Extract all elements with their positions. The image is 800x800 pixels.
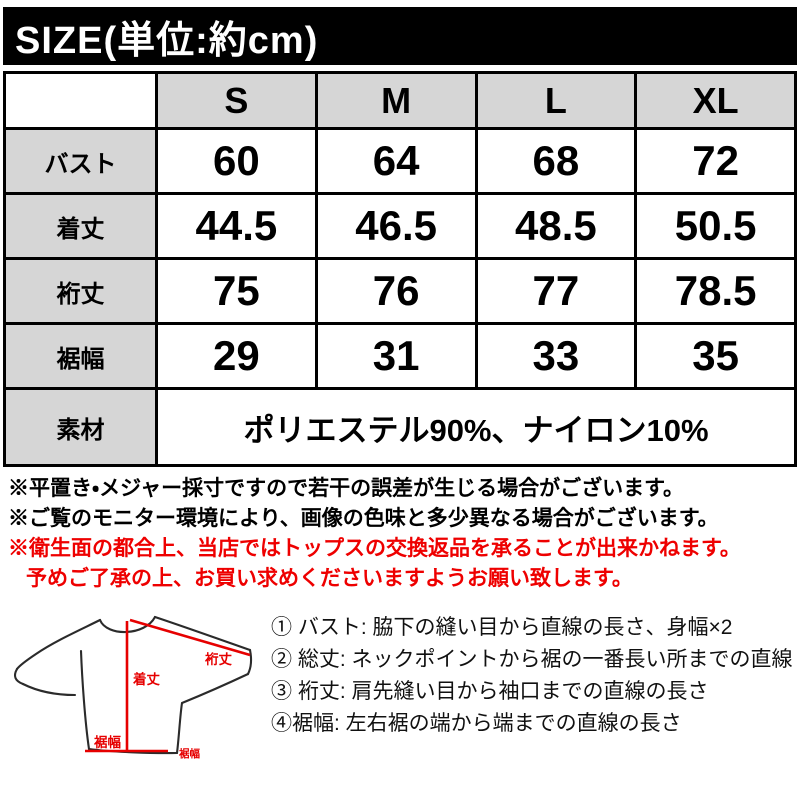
cell-bust-s: 60 xyxy=(155,127,318,195)
row-label-length: 着丈 xyxy=(3,192,158,260)
cell-sleeve-s: 75 xyxy=(155,257,318,325)
cell-hem-m: 31 xyxy=(314,322,478,390)
sleeve-length-label: 裄丈 xyxy=(205,651,232,667)
legend-item-bust: ① バスト: 脇下の縫い目から直線の長さ、身幅×2 xyxy=(271,616,733,639)
shirt-right-underseam xyxy=(180,672,250,705)
shirt-right-shoulder xyxy=(153,615,252,652)
row-label-material: 素材 xyxy=(3,387,158,467)
table-row-sleeve: 裄丈 75 76 77 78.5 xyxy=(3,257,797,325)
table-corner-cell xyxy=(3,71,158,130)
cell-sleeve-l: 77 xyxy=(474,257,638,325)
cell-sleeve-xl: 78.5 xyxy=(634,257,797,325)
legend-item-hem: ④裾幅: 左右裾の端から端までの直線の長さ xyxy=(271,712,682,735)
shirt-left-underseam xyxy=(21,682,77,697)
cell-bust-l: 68 xyxy=(474,127,638,195)
sleeve-length-line xyxy=(129,618,251,657)
cell-bust-m: 64 xyxy=(314,127,478,195)
garment-diagram: 裄丈 着丈 裾幅 裾幅 xyxy=(13,615,253,760)
cell-length-xl: 50.5 xyxy=(634,192,797,260)
note-monitor: ※ご覧のモニター環境により、画像の色味と多少異なる場合がございます。 xyxy=(8,507,719,530)
table-row-length: 着丈 44.5 46.5 48.5 50.5 xyxy=(3,192,797,260)
table-row-bust: バスト 60 64 68 72 xyxy=(3,127,797,195)
cell-material-value: ポリエステル90%、ナイロン10% xyxy=(155,387,797,467)
notes-block: ※平置き・メジャー採寸ですので若干の誤差が生じる場合がございます。 ※ご覧のモニ… xyxy=(8,474,741,594)
cell-length-l: 48.5 xyxy=(474,192,638,260)
size-header-l: L xyxy=(474,71,638,130)
cell-sleeve-m: 76 xyxy=(314,257,478,325)
size-header-s: S xyxy=(155,71,318,130)
shirt-right-cuff xyxy=(246,648,253,676)
measurement-legend: ① バスト: 脇下の縫い目から直線の長さ、身幅×2 ② 総丈: ネックポイントか… xyxy=(271,612,793,740)
shirt-left-cuff xyxy=(13,667,25,686)
shirt-right-body-side xyxy=(175,701,184,755)
table-row-material: 素材 ポリエステル90%、ナイロン10% xyxy=(3,387,797,467)
table-header-row: S M L XL xyxy=(3,71,797,130)
row-label-hem: 裾幅 xyxy=(3,322,158,390)
note-please-understand: 予めご了承の上、お買い求めくださいますようお願い致します。 xyxy=(26,567,633,590)
size-header-m: M xyxy=(314,71,478,130)
cell-length-m: 46.5 xyxy=(314,192,478,260)
cell-bust-xl: 72 xyxy=(634,127,797,195)
size-header-xl: XL xyxy=(634,71,797,130)
note-no-return: ※衛生面の都合上、当店ではトップスの交換返品を承ることが出来かねます。 xyxy=(8,537,741,560)
shirt-left-body-side xyxy=(79,649,91,751)
legend-item-total-length: ② 総丈: ネックポイントから裾の一番長い所までの直線 xyxy=(271,648,793,671)
shirt-left-shoulder xyxy=(15,618,102,671)
body-length-label: 着丈 xyxy=(133,671,160,687)
table-row-hem: 裾幅 29 31 33 35 xyxy=(3,322,797,390)
cell-hem-l: 33 xyxy=(474,322,638,390)
legend-item-sleeve: ③ 裄丈: 肩先縫い目から袖口までの直線の長さ xyxy=(271,680,709,703)
page-title: SIZE(単位:約cm) xyxy=(15,19,319,62)
note-measurement: ※平置き・メジャー採寸ですので若干の誤差が生じる場合がございます。 xyxy=(8,477,684,500)
hem-width-label-left: 裾幅 xyxy=(94,734,121,750)
title-bar: SIZE(単位:約cm) xyxy=(3,7,797,65)
cell-hem-xl: 35 xyxy=(634,322,797,390)
size-table: S M L XL バスト 60 64 68 72 着丈 44.5 46.5 48… xyxy=(3,71,797,467)
cell-length-s: 44.5 xyxy=(155,192,318,260)
row-label-bust: バスト xyxy=(3,127,158,195)
hem-width-label-right: 裾幅 xyxy=(178,747,200,760)
row-label-sleeve: 裄丈 xyxy=(3,257,158,325)
cell-hem-s: 29 xyxy=(155,322,318,390)
